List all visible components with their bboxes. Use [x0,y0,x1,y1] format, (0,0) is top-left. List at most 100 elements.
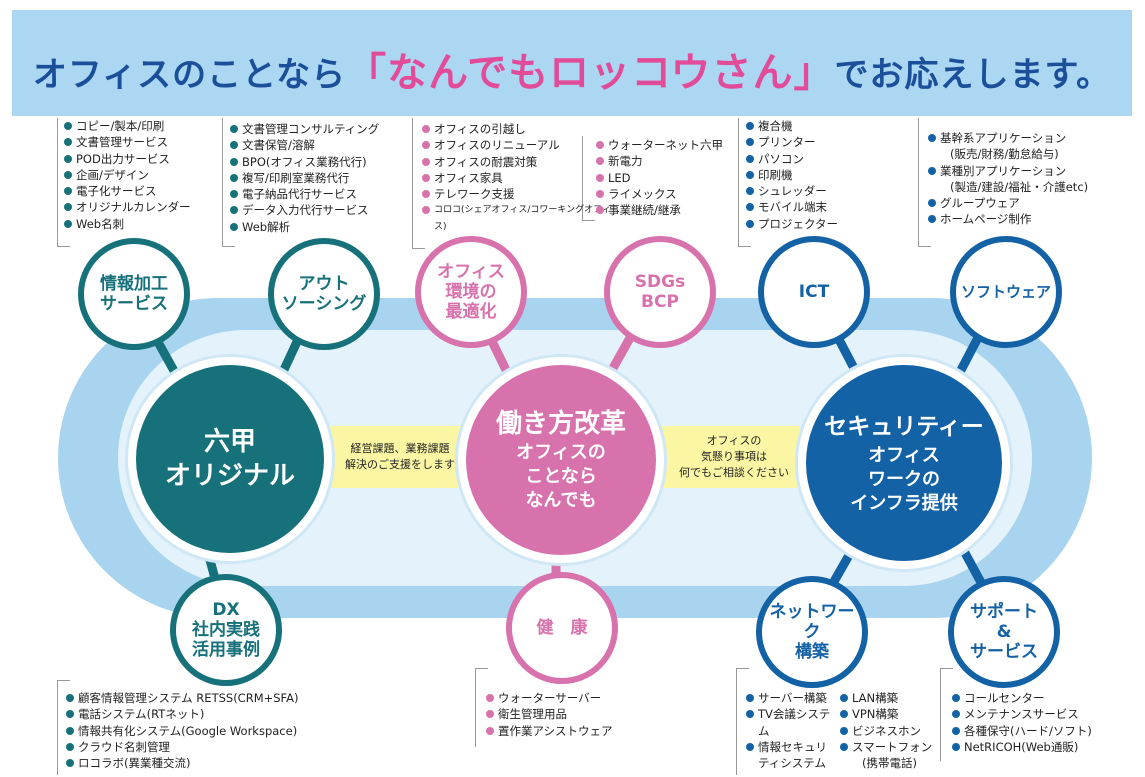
band-left-line2: 解決のご支援をします [345,458,455,471]
banner-title-quote: 「なんでもロッコウさん」 [346,50,835,96]
band-right-text: オフィスの 気懸り事項は 何でもご相談ください [668,433,800,481]
list-item: パソコン [746,151,838,167]
bracket-joho [57,118,70,247]
node-office-environment: オフィス 環境の 最適化 [415,236,527,348]
list-item: 複合機 [746,118,838,134]
list-item: クラウド名刺管理 [66,739,298,755]
hub-work-line1: 働き方改革 [495,409,626,439]
list-item: 衛生管理用品 [486,706,613,722]
list-item: スマートフォン [840,739,932,755]
hub-security-line3: ワークの [868,469,940,490]
band-right [660,426,800,488]
node-kenko-line1: 健 康 [536,618,588,638]
hub-work-line2: オフィスの [516,442,606,463]
list-item: 基幹系アプリケーション [928,130,1088,146]
list-sdgs: ウォーターネット六甲 新電力 LED ライメックス 事業継続/継承 [596,137,723,218]
list-item-cont: ス) [434,221,447,232]
list-item: 新電力 [596,153,723,169]
list-item: LAN構築 [840,690,932,706]
list-dx: 顧客情報管理システム RETSS(CRM+SFA) 電話システム(RTネット) … [66,690,298,771]
list-item: 情報セキュリ [746,739,830,755]
node-outsourcing: アウト ソーシング [268,238,380,350]
list-item: グループウェア [928,195,1088,211]
node-network-line2: 構築 [795,642,829,662]
node-dx-line2: 社内実践 [192,620,260,640]
node-dx: DX 社内実践 活用事例 [170,574,282,686]
bracket-sdgs [582,136,595,221]
node-outsourcing-line2: ソーシング [281,294,367,314]
bracket-ict [738,118,751,247]
list-joho: コピー/製本/印刷 文書管理サービス POD出力サービス 企画/デザイン 電子化… [64,118,191,232]
list-item: データ入力代行サービス [230,202,379,218]
list-item-cont: ティシステム [758,756,826,771]
list-item-sub: (製造/建設/福祉・介護etc) [950,179,1089,194]
list-item: サーバー構築 [746,690,830,706]
list-item: 複写/印刷室業務代行 [230,170,379,186]
list-item: TV会議システ [746,706,830,722]
node-sdgs-bcp: SDGs BCP [604,236,716,348]
node-software: ソフトウェア [950,236,1062,348]
list-item: 情報共有化システム(Google Workspace) [66,723,298,739]
list-item: 業種別アプリケーション [928,163,1088,179]
list-item: プリンター [746,134,838,150]
list-network-b: LAN構築 VPN構築 ビジネスホン スマートフォン (携帯電話) [840,690,932,771]
node-joho-line1: 情報加工 [100,274,168,294]
band-right-line1: オフィスの [706,434,762,447]
list-item-sub: (携帯電話) [862,756,917,771]
node-office-line2: 環境の [445,282,497,302]
list-item: コロコ(シェアオフィス/コワーキングオフィ [422,202,611,218]
hub-security: セキュリティー オフィス ワークの インフラ提供 [798,357,1010,569]
hub-work-style-reform: 働き方改革 オフィスの ことなら なんでも [458,357,664,563]
node-kenko: 健 康 [506,572,618,684]
list-item: Web名刺 [64,216,191,232]
bracket-software [918,118,931,247]
list-network-a: サーバー構築 TV会議システ ム 情報セキュリ ティシステム [746,690,830,771]
node-office-line1: オフィス [437,262,505,282]
node-ict: ICT [758,236,870,348]
list-item: プロジェクター [746,216,838,232]
node-support-line1: サポート [970,602,1038,622]
list-item: モバイル端末 [746,199,838,215]
list-item: 文書管理サービス [64,134,191,150]
list-item: NetRICOH(Web通販) [952,739,1092,755]
node-joho-kako: 情報加工 サービス [78,238,190,350]
list-item: ウォーターサーバー [486,690,613,706]
list-office: オフィスの引越し オフィスのリニューアル オフィスの耐震対策 オフィス家具 テレ… [422,121,611,235]
hub-rokko-original: 六甲 オリジナル [128,357,332,561]
list-item: ロコラボ(異業種交流) [66,755,298,771]
node-support-line2: & [996,622,1012,642]
header-banner: オフィスのことなら「なんでもロッコウさん」でお応えします。 [12,10,1132,116]
list-item: ライメックス [596,186,723,202]
list-item: BPO(オフィス業務代行) [230,154,379,170]
node-support-line3: サービス [970,642,1038,662]
list-item: オフィスのリニューアル [422,137,611,153]
hub-security-line1: セキュリティー [824,414,984,440]
bracket-outsourcing [222,118,235,247]
banner-title-part1: オフィスのことなら [32,55,347,95]
node-dx-line3: 活用事例 [192,640,260,660]
list-item: コールセンター [952,690,1092,706]
list-item: 企画/デザイン [64,167,191,183]
list-item: オフィスの引越し [422,121,611,137]
list-item: 電話システム(RTネット) [66,706,298,722]
list-item: 印刷機 [746,167,838,183]
node-network-line1: ネットワーク [769,602,855,642]
bracket-office [412,118,425,249]
node-office-line3: 最適化 [445,302,497,322]
list-item: オフィス家具 [422,170,611,186]
bracket-dx [57,680,70,775]
band-left-line1: 経営課題、業務課題 [350,442,450,455]
list-item: オリジナルカレンダー [64,199,191,215]
list-outsourcing: 文書管理コンサルティング 文書保管/溶解 BPO(オフィス業務代行) 複写/印刷… [230,121,379,235]
band-right-line2: 気懸り事項は [701,450,767,463]
list-item: 事業継続/継承 [596,202,723,218]
banner-title: オフィスのことなら「なんでもロッコウさん」でお応えします。 [12,40,1132,98]
list-item: 顧客情報管理システム RETSS(CRM+SFA) [66,690,298,706]
node-ict-line1: ICT [798,282,830,302]
list-item: VPN構築 [840,706,932,722]
list-item-cont: ム [758,723,770,738]
list-item: 置作業アシストウェア [486,723,613,739]
node-dx-line1: DX [212,600,240,620]
list-support: コールセンター メンテナンスサービス 各種保守(ハード/ソフト) NetRICO… [952,690,1092,755]
list-item: コピー/製本/印刷 [64,118,191,134]
